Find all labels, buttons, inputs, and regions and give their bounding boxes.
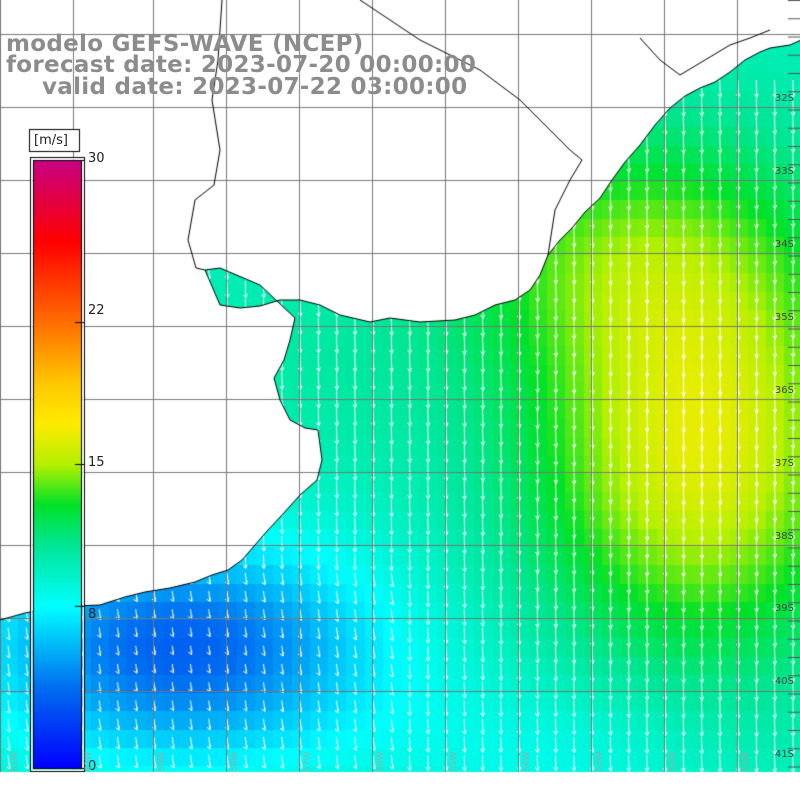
longitude-label: 56W (376, 751, 386, 772)
latitude-label: 41S (774, 749, 794, 760)
model-title: modelo GEFS-WAVE (NCEP) (6, 31, 364, 57)
longitude-label: 57W (303, 751, 313, 772)
colorbar-tick-label: 8 (88, 607, 97, 622)
forecast-date: forecast date: 2023-07-20 00:00:00 (6, 52, 477, 78)
valid-date: valid date: 2023-07-22 03:00:00 (42, 74, 468, 100)
colorbar-tick-label: 15 (88, 455, 105, 470)
latitude-label: 32S (774, 93, 794, 104)
latitude-label: 34S (774, 239, 794, 250)
latitude-label: 39S (774, 603, 794, 614)
colorbar-tick-label: 22 (88, 303, 105, 318)
longitude-label: 60W (84, 751, 94, 772)
latitude-label: 36S (774, 385, 794, 396)
longitude-label: 61W (10, 751, 20, 772)
latitude-label: 35S (774, 312, 794, 323)
longitude-label: 54W (522, 751, 532, 772)
colorbar-tick-label: 30 (88, 151, 105, 166)
colorbar-unit-label: [m/s] (34, 133, 68, 148)
longitude-label: 52W (668, 751, 678, 772)
longitude-label: 58W (230, 751, 240, 772)
colorbar-tick-label: 0 (88, 759, 97, 774)
longitude-label: 55W (449, 751, 459, 772)
longitude-label: 51W (741, 751, 751, 772)
latitude-label: 33S (774, 166, 794, 177)
longitude-label: 53W (595, 751, 605, 772)
latitude-label: 40S (774, 676, 794, 687)
longitude-label: 59W (157, 751, 167, 772)
latitude-label: 37S (774, 458, 794, 469)
latitude-label: 38S (774, 531, 794, 542)
